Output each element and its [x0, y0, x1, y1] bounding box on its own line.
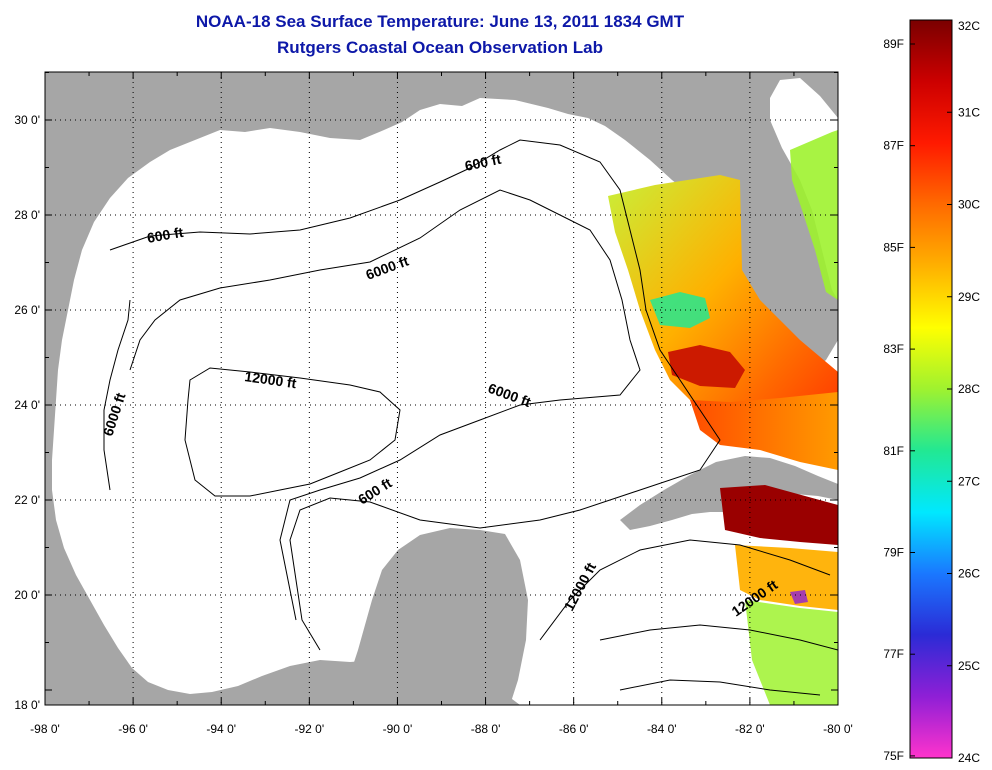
colorbar-celsius-label: 29C — [958, 290, 980, 304]
lat-tick-label: 24 0' — [14, 398, 40, 412]
sst-hotspot-south — [668, 345, 745, 388]
colorbar-celsius-label: 24C — [958, 751, 980, 765]
lon-tick-label: -98 0' — [30, 722, 60, 736]
colorbar-celsius-label: 25C — [958, 659, 980, 673]
colorbar-fahrenheit-label: 77F — [883, 647, 904, 661]
lon-tick-label: -90 0' — [383, 722, 413, 736]
colorbar-labels: 89F 87F 85F 83F 81F 79F 77F 75F 32C 31C 30C 29C 28C 2… — [883, 19, 980, 765]
lon-tick-label: -96 0' — [118, 722, 148, 736]
colorbar-celsius-label: 28C — [958, 382, 980, 396]
contour-6000ft-west — [103, 299, 131, 491]
lat-tick-label: 20 0' — [14, 588, 40, 602]
colorbar-fahrenheit-label: 85F — [883, 240, 904, 254]
lon-tick-label: -82 0' — [735, 722, 765, 736]
sst-swath-straits — [690, 392, 838, 470]
colorbar-celsius-label: 32C — [958, 19, 980, 33]
sst-swath-south-cuba — [720, 485, 838, 545]
yucatan-peninsula — [340, 528, 528, 705]
lon-tick-label: -92 0' — [295, 722, 325, 736]
lat-tick-label: 26 0' — [14, 303, 40, 317]
lat-tick-label: 28 0' — [14, 208, 40, 222]
colorbar-fahrenheit-label: 79F — [883, 546, 904, 560]
colorbar-celsius-label: 30C — [958, 198, 980, 212]
sst-swath-caribbean — [745, 600, 838, 705]
colorbar-celsius-label: 27C — [958, 474, 980, 488]
lat-tick-label: 18 0' — [14, 698, 40, 712]
lon-tick-label: -88 0' — [471, 722, 501, 736]
lon-tick-label: -80 0' — [823, 722, 853, 736]
lon-tick-label: -84 0' — [647, 722, 677, 736]
map-title: NOAA-18 Sea Surface Temperature: June 13… — [195, 12, 685, 31]
map-area — [45, 72, 838, 705]
colorbar-fahrenheit-label: 89F — [883, 37, 904, 51]
sst-swath-atlantic — [790, 130, 838, 300]
contour-caribbean-2 — [619, 679, 821, 696]
sst-swath-florida-shelf — [608, 175, 838, 430]
north-america-landmass — [45, 72, 838, 705]
colorbar — [909, 19, 953, 759]
colorbar-fahrenheit-label: 83F — [883, 342, 904, 356]
colorbar-fahrenheit-label: 87F — [883, 139, 904, 153]
contour-6000ft — [129, 189, 641, 621]
colorbar-fahrenheit-label: 81F — [883, 444, 904, 458]
lon-tick-label: -86 0' — [559, 722, 589, 736]
contour-caribbean — [599, 624, 838, 651]
sst-cold-patch — [790, 590, 808, 604]
map-subtitle: Rutgers Coastal Ocean Observation Lab — [277, 38, 603, 57]
sst-swath-yucatan-channel — [735, 545, 838, 610]
colorbar-celsius-label: 26C — [958, 567, 980, 581]
contour-12000ft — [184, 367, 401, 497]
contour-label-12000ft-center: 12000 ft — [244, 368, 298, 391]
map-ticks — [44, 72, 839, 705]
lon-tick-label: -94 0' — [206, 722, 236, 736]
lat-tick-label: 30 0' — [14, 113, 40, 127]
contour-label-600ft-north: 600 ft — [146, 224, 185, 246]
colorbar-fahrenheit-label: 75F — [883, 749, 904, 763]
graticule — [45, 72, 838, 705]
colorbar-celsius-label: 31C — [958, 105, 980, 119]
contour-label-600ft-northeast: 600 ft — [463, 151, 502, 174]
axis-labels: -98 0' -96 0' -94 0' -92 0' -90 0' -88 0' -86 … — [14, 113, 852, 736]
lat-tick-label: 22 0' — [14, 493, 40, 507]
